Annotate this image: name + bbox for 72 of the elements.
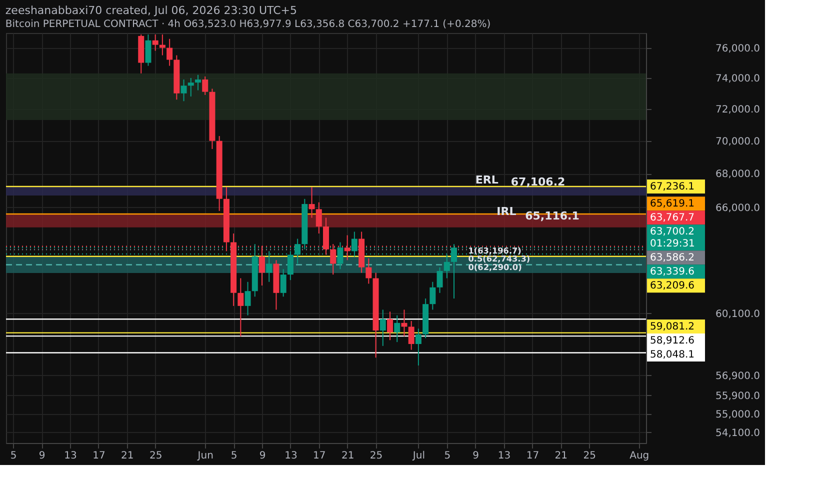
candlestick bbox=[408, 320, 414, 350]
candlestick bbox=[238, 278, 244, 337]
y-tick-label: 70,000.0 bbox=[716, 136, 760, 148]
y-tick-label: 56,900.0 bbox=[716, 370, 760, 382]
candlestick bbox=[166, 38, 173, 66]
x-tick-label: 17 bbox=[92, 450, 106, 462]
ref-line-label: 63,767.7 bbox=[650, 212, 695, 224]
candlestick bbox=[202, 76, 208, 96]
x-tick-label: Aug bbox=[630, 450, 650, 462]
x-tick-label: 5 bbox=[10, 450, 17, 462]
x-tick-label: 17 bbox=[313, 450, 326, 462]
y-tick-label: 72,000.0 bbox=[716, 104, 760, 116]
candlestick bbox=[394, 314, 400, 343]
candlestick bbox=[180, 79, 187, 102]
x-tick-label: 9 bbox=[472, 450, 480, 462]
candlestick bbox=[316, 202, 322, 234]
x-tick-label: 9 bbox=[259, 450, 266, 462]
x-tick-label: 13 bbox=[64, 450, 77, 462]
x-tick-label: Jun bbox=[196, 450, 214, 462]
candlestick bbox=[145, 34, 152, 66]
ref-line-label: 63,700.2 01:29:31 bbox=[650, 226, 695, 250]
ref-line-label: 58,048.1 bbox=[650, 350, 695, 361]
annotation: ERL bbox=[475, 173, 498, 186]
candlestick bbox=[436, 266, 443, 294]
x-tick-label: 25 bbox=[370, 450, 383, 462]
ref-line-label: 65,619.1 bbox=[650, 198, 695, 210]
candlestick bbox=[188, 77, 194, 97]
candlestick bbox=[380, 309, 386, 346]
candlestick bbox=[430, 281, 436, 310]
x-tick-label: 25 bbox=[149, 450, 162, 462]
x-tick-label: 13 bbox=[498, 450, 511, 462]
candlestick bbox=[308, 186, 315, 218]
ref-line-label: 63,209.6 bbox=[650, 280, 695, 292]
y-tick-label: 60,100.0 bbox=[716, 308, 760, 320]
chart-title: zeeshanabbaxi70 created, Jul 06, 2026 23:30 UTC+5 bbox=[5, 4, 297, 17]
ref-line-label: 58,912.6 bbox=[650, 336, 695, 347]
x-tick-label: 21 bbox=[121, 450, 134, 462]
x-tick-label: 9 bbox=[38, 450, 46, 462]
ref-line-label: 63,586.2 bbox=[650, 252, 695, 264]
ref-line-label: 63,339.6 bbox=[650, 266, 695, 278]
y-tick-label: 55,900.0 bbox=[716, 390, 760, 402]
candlestick bbox=[195, 74, 201, 91]
annotation: 67,106.2 bbox=[510, 176, 566, 189]
y-tick-label: 68,000.0 bbox=[716, 169, 760, 180]
y-tick-label: 66,000.0 bbox=[716, 202, 760, 214]
x-tick-label: 17 bbox=[526, 450, 540, 462]
y-tick-label: 76,000.0 bbox=[716, 43, 760, 54]
ref-line-label: 67,236.1 bbox=[650, 181, 695, 192]
candlestick bbox=[387, 311, 393, 341]
candlestick bbox=[152, 34, 158, 52]
candlestick bbox=[401, 309, 408, 337]
x-tick-label: Jul bbox=[412, 450, 425, 462]
annotation: 1(63,196.7) bbox=[468, 246, 522, 256]
x-tick-label: 13 bbox=[284, 450, 298, 462]
x-tick-label: 5 bbox=[230, 450, 238, 462]
ref-line-label: 59,081.2 bbox=[650, 322, 695, 333]
chart-subtitle: Bitcoin PERPETUAL CONTRACT · 4h O63,523.0 H63,977.9 L63,356.8 C63,700.2 +177.1 (+0.28%) bbox=[5, 19, 491, 30]
y-tick-label: 74,000.0 bbox=[716, 73, 760, 84]
y-tick-label: 55,000.0 bbox=[716, 409, 760, 420]
annotation: 0(62,290.0) bbox=[468, 262, 522, 272]
x-tick-label: 5 bbox=[444, 450, 451, 462]
x-tick-label: 25 bbox=[583, 450, 596, 462]
candlestick bbox=[159, 34, 166, 56]
candlestick bbox=[244, 281, 251, 316]
candlestick bbox=[366, 258, 372, 284]
annotation: 0.5(62,743.3) bbox=[468, 254, 530, 264]
x-tick-label: 21 bbox=[554, 450, 568, 462]
x-tick-label: 21 bbox=[341, 450, 354, 462]
candlestick bbox=[280, 268, 286, 298]
candlestick bbox=[415, 328, 422, 366]
candlestick bbox=[287, 250, 294, 281]
y-tick-label: 54,100.0 bbox=[716, 428, 760, 439]
